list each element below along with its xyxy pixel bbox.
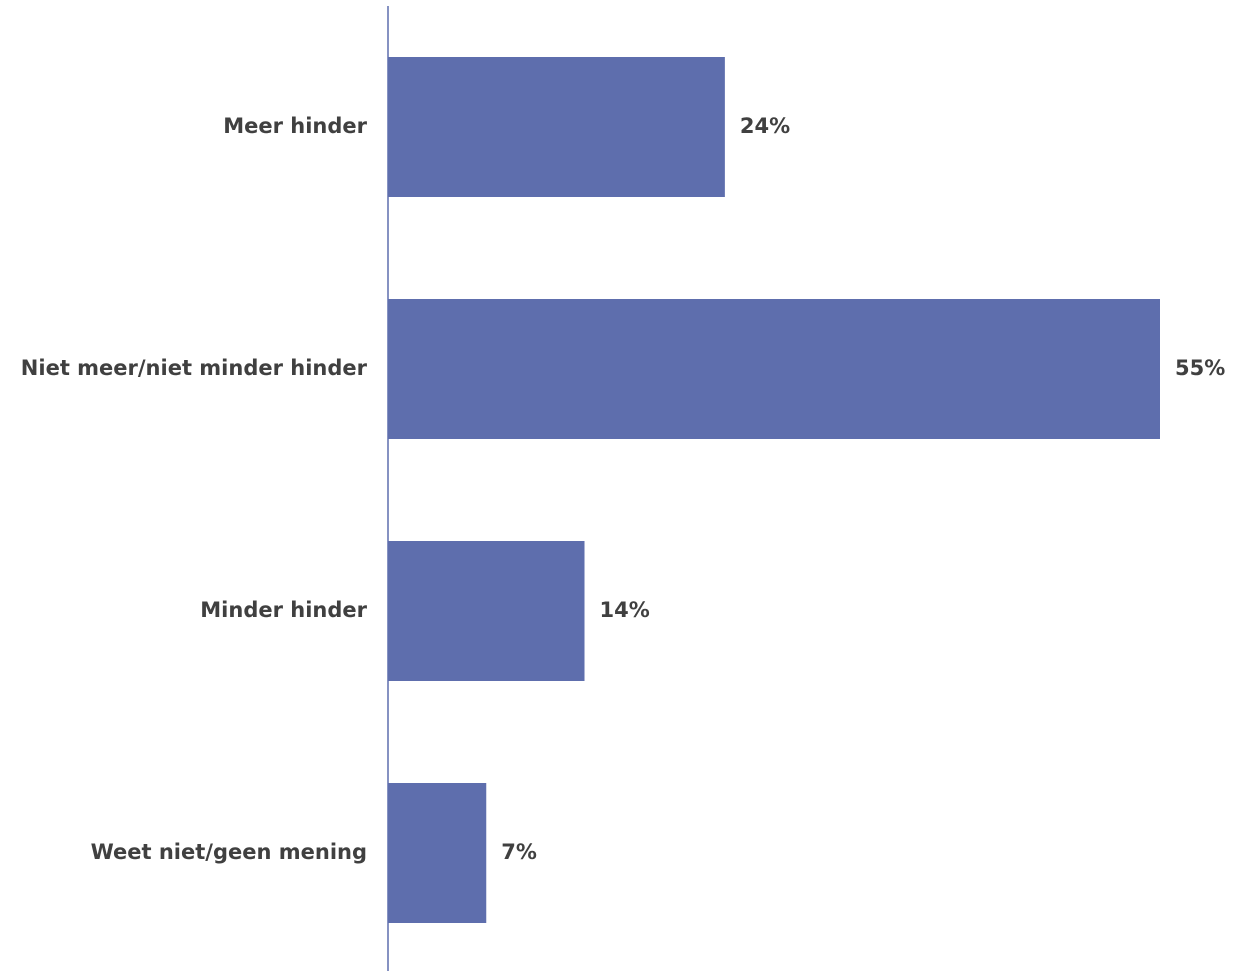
value-label-2: 14% bbox=[600, 598, 650, 622]
bars-group bbox=[388, 57, 1160, 923]
bar-0 bbox=[388, 57, 725, 197]
bar-3 bbox=[388, 783, 487, 923]
value-label-1: 55% bbox=[1175, 356, 1225, 380]
bar-2 bbox=[388, 541, 585, 681]
category-label-3: Weet niet/geen mening bbox=[91, 840, 367, 864]
category-label-0: Meer hinder bbox=[223, 114, 367, 138]
category-label-2: Minder hinder bbox=[200, 598, 367, 622]
value-label-3: 7% bbox=[501, 840, 537, 864]
labels-group: Meer hinder 24% Niet meer/niet minder hind… bbox=[21, 114, 1225, 864]
value-label-0: 24% bbox=[740, 114, 790, 138]
category-label-1: Niet meer/niet minder hinder bbox=[21, 356, 368, 380]
bar-1 bbox=[388, 299, 1160, 439]
